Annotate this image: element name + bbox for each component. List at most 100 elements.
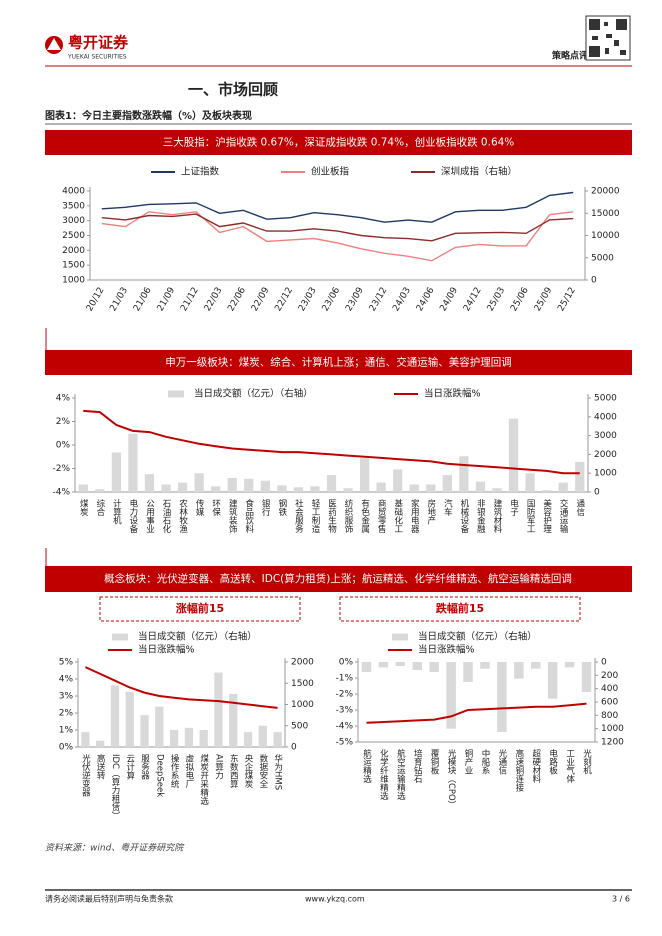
x-tick-label: 农林牧渔: [178, 498, 188, 533]
x-tick-label: 医药生物: [327, 499, 337, 534]
bar: [293, 487, 304, 492]
x-tick-label: 22/12: [273, 286, 295, 313]
y2-tick-label: 500: [291, 721, 308, 731]
y-tick-label: -2%: [335, 690, 353, 700]
bar: [459, 456, 469, 492]
bar: [558, 482, 568, 492]
y-tick-label: 1%: [59, 726, 74, 736]
banner-text: 申万一级板块：煤炭、综合、计算机上涨；通信、交通运输、美容护理回调: [165, 356, 512, 369]
legend-label: 深圳成指（右轴）: [441, 166, 517, 178]
x-tick-label: 24/09: [438, 286, 460, 314]
title-box: [339, 596, 581, 622]
qr-code: [585, 15, 631, 61]
bar: [564, 662, 575, 668]
bar: [442, 475, 452, 492]
y-tick-label: 4000: [62, 187, 85, 197]
x-tick-label: 光伏逆变器: [80, 753, 90, 797]
y2-tick-label: 1200: [601, 738, 624, 748]
banner: [45, 130, 632, 155]
legend-swatch: [392, 633, 408, 641]
bar: [581, 662, 592, 692]
x-tick-label: 煤炭开采精选: [199, 753, 209, 806]
bar: [480, 662, 490, 669]
y2-tick-label: 3000: [594, 431, 617, 441]
y2-tick-label: 1000: [601, 724, 624, 734]
bar: [547, 662, 558, 699]
page-number: 3 / 6: [612, 895, 630, 904]
x-tick-label: 商贸零售: [376, 498, 386, 534]
bar: [525, 473, 535, 492]
y2-tick-label: 0: [601, 658, 607, 668]
bar: [227, 477, 237, 492]
chart-title: 跌幅前15: [436, 601, 484, 615]
x-tick-label: 光模块（CPO）: [446, 748, 456, 809]
x-tick-label: 光通信: [497, 748, 507, 775]
x-tick-label: 有色金属: [360, 498, 370, 534]
bar: [211, 486, 221, 492]
bar: [144, 474, 155, 492]
y2-tick-label: 2000: [594, 450, 617, 460]
bar: [258, 725, 267, 747]
bar: [376, 482, 386, 492]
x-tick-label: 电子: [509, 498, 519, 516]
x-tick-label: 25/12: [556, 286, 578, 313]
bar: [429, 662, 439, 672]
legend-label: 创业板指: [311, 166, 350, 178]
x-tick-label: 21/12: [179, 286, 201, 313]
x-tick-label: 电力设备: [128, 498, 138, 534]
section-title: 一、市场回顾: [188, 81, 278, 99]
legend-label: 上证指数: [181, 166, 220, 178]
x-tick-label: 高送转: [95, 753, 105, 780]
x-tick-label: 24/12: [462, 286, 484, 313]
y-tick-label: -1%: [335, 674, 353, 684]
x-tick-label: 基础化工: [393, 498, 403, 533]
x-tick-label: 航空运输精选: [395, 748, 405, 801]
y-tick-label: 3%: [59, 692, 74, 702]
bar: [508, 418, 519, 492]
series-line: [101, 191, 574, 223]
x-tick-label: 纺织服饰: [343, 498, 353, 534]
x-tick-label: 24/06: [415, 286, 437, 314]
x-tick-label: IDC（算力租赁）: [110, 754, 120, 820]
y2-tick-label: 10000: [591, 231, 620, 241]
bar: [310, 486, 320, 492]
x-tick-label: 数据安全: [258, 753, 268, 788]
x-tick-label: 国防军工: [525, 499, 535, 533]
x-tick-label: 非银金融: [475, 498, 485, 534]
bar: [514, 662, 524, 679]
x-tick-label: 工业气体: [565, 749, 575, 784]
x-tick-label: 轻工制造: [310, 498, 320, 534]
x-tick-label: 云计算: [125, 754, 135, 780]
y-tick-label: 2000: [62, 246, 85, 256]
x-tick-label: 食品饮料: [244, 498, 254, 534]
series-line: [366, 702, 587, 724]
x-tick-label: 21/06: [132, 286, 154, 314]
y2-tick-label: 400: [601, 684, 618, 694]
y2-tick-label: 20000: [591, 187, 620, 197]
chart-title: 涨幅前15: [176, 601, 224, 615]
y-tick-label: 0%: [56, 441, 71, 451]
logo: [45, 36, 63, 54]
bar: [155, 706, 164, 747]
x-tick-label: 传媒: [194, 498, 204, 517]
x-tick-label: 化学纤维精选: [378, 748, 388, 801]
legend-swatch: [168, 390, 184, 398]
bar: [475, 481, 486, 492]
x-tick-label: DeepSeek: [154, 754, 164, 797]
bar: [81, 732, 90, 747]
x-tick-label: 23/12: [368, 286, 390, 313]
x-tick-label: 23/09: [344, 286, 366, 314]
bar: [426, 484, 436, 492]
title-box: [99, 596, 301, 622]
bar: [110, 685, 120, 747]
x-tick-label: 超硬材料: [531, 748, 541, 784]
y2-tick-label: 0: [591, 276, 597, 286]
x-tick-label: 培育钻石: [412, 748, 422, 784]
bar: [463, 662, 473, 682]
legend-label: 当日成交额（亿元）（右轴）: [418, 631, 537, 643]
x-tick-label: 电路板: [548, 748, 558, 775]
y-tick-label: -3%: [335, 706, 353, 716]
bar: [343, 488, 353, 492]
bar: [531, 662, 541, 669]
website: www.ykzq.com: [305, 895, 365, 904]
